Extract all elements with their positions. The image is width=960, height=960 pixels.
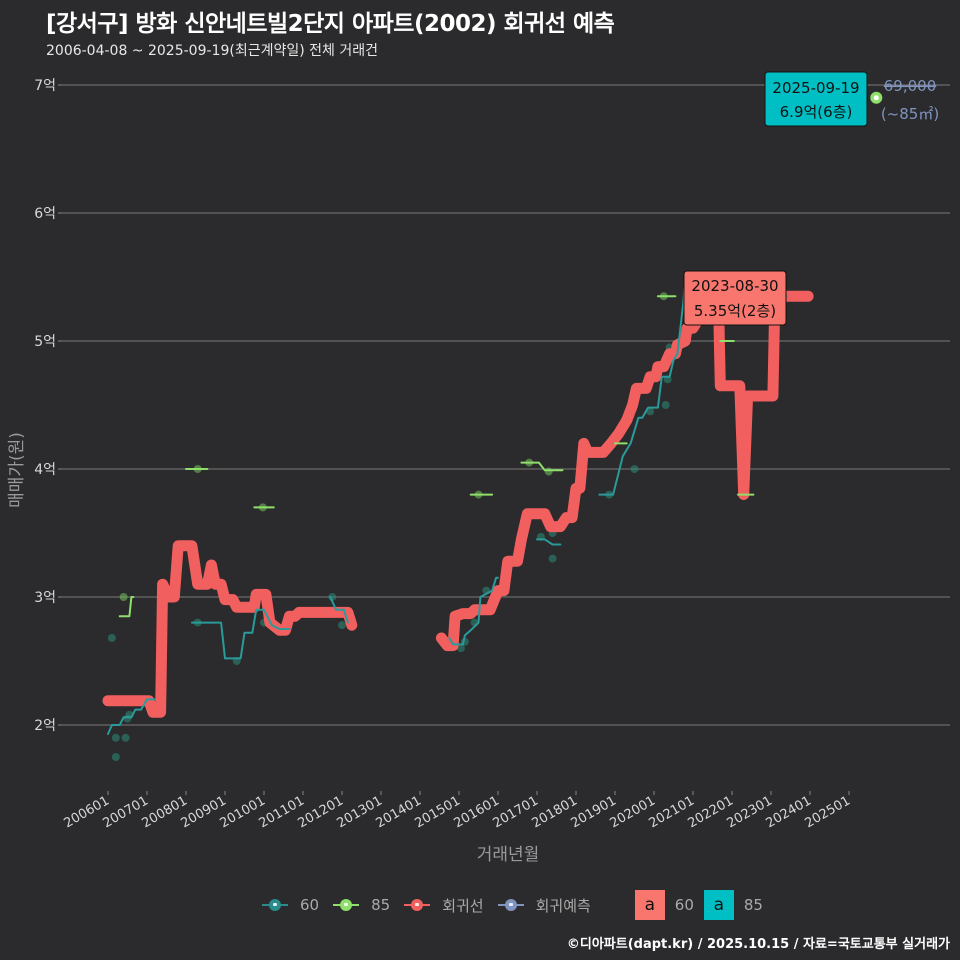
max-label-box — [683, 270, 787, 326]
y-tick-label: 6억 — [34, 206, 56, 222]
max-label-date: 2023-08-30 — [691, 277, 778, 295]
series-60-line — [107, 698, 156, 735]
max-label-value: 5.35억(2층) — [694, 302, 776, 320]
scatter-point-85 — [119, 593, 128, 601]
legend-key-60-icon — [262, 898, 288, 912]
series-60-line — [190, 608, 291, 660]
x-axis: 2006012007012008012009012010012011012012… — [62, 791, 853, 831]
series-layer — [102, 91, 883, 761]
scatter-point-60 — [107, 633, 116, 642]
regression-line — [102, 540, 358, 718]
legend-key-regression-icon — [404, 898, 431, 912]
footer-credit: ©디아파트(dapt.kr) / 2025.10.15 / 자료=국토교통부 실… — [566, 937, 950, 952]
scatter-point-60 — [548, 554, 557, 563]
legend: 60 85 회귀선 회귀예측 a 60 a 85 — [262, 890, 763, 920]
series-60-line — [536, 538, 562, 546]
series-60-line — [448, 576, 499, 646]
series-60-line — [598, 276, 687, 496]
series-60-line — [329, 596, 349, 624]
scatter-point-60 — [111, 733, 120, 742]
chart-subtitle: 2006-04-08 ~ 2025-09-19(최근계약일) 전체 거래건 — [46, 43, 378, 59]
legend-label-regression: 회귀선 — [442, 896, 484, 915]
scatter-point-60 — [630, 465, 639, 473]
scatter-point-60 — [121, 733, 130, 742]
recent-area-text: (~85㎡) — [881, 105, 939, 123]
legend-item-85: 85 — [333, 896, 390, 914]
y-tick-label: 3억 — [34, 590, 56, 606]
legend-item-prediction: 회귀예측 — [497, 895, 591, 916]
y-axis-title: 매매가(원) — [7, 432, 27, 508]
gridlines — [62, 84, 950, 726]
y-tick-label: 5억 — [34, 334, 56, 350]
legend-key-prediction-icon — [497, 898, 524, 912]
scatter-point-60 — [661, 401, 670, 409]
legend-label-60: 60 — [300, 896, 320, 914]
x-axis-title: 거래년월 — [477, 845, 540, 865]
y-tick-label: 7억 — [34, 78, 56, 94]
label-key-85-icon: a — [703, 890, 734, 920]
series-85-line — [520, 461, 564, 472]
recent-trade-point-center — [873, 95, 879, 101]
x-tick-label: 202501 — [803, 793, 853, 831]
y-tick-label: 2억 — [34, 718, 56, 734]
legend-key-85-icon — [333, 898, 360, 912]
recent-label-value: 6.9억(6층) — [780, 103, 853, 121]
label-key-60-icon: a — [634, 890, 665, 920]
scatter-point-60 — [111, 753, 120, 761]
regression-line — [435, 290, 814, 652]
legend-item-regression: 회귀선 — [404, 895, 484, 916]
scatter-point-60 — [456, 644, 465, 653]
chart-title: [강서구] 방화 신안네트빌2단지 아파트(2002) 회귀선 예측 — [46, 11, 615, 37]
legend-label-85: 85 — [371, 896, 391, 914]
recent-price-text: 69,000 — [884, 77, 937, 95]
legend-label-prediction: 회귀예측 — [535, 896, 591, 915]
series-85-line — [118, 596, 135, 618]
label-key-60-text: 60 — [674, 896, 694, 914]
scatter-point-60 — [338, 621, 346, 630]
y-axis: 2억 3억 4억 5억 6억 7억 — [34, 78, 62, 734]
recent-label-box — [764, 71, 868, 127]
y-tick-label: 4억 — [34, 462, 56, 478]
scatter-point-85 — [544, 467, 553, 476]
legend-item-60: 60 — [262, 896, 319, 914]
label-key-85-text: 85 — [743, 896, 763, 914]
recent-label-date: 2025-09-19 — [772, 79, 859, 97]
annotations: 2025-09-19 6.9억(6층) 69,000 (~85㎡) 2023-08-30… — [683, 71, 939, 326]
